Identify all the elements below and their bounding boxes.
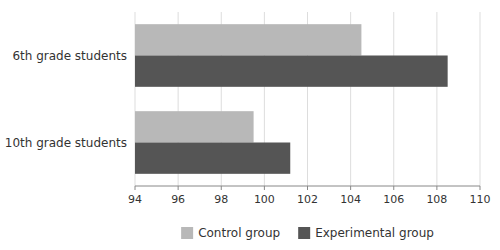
x-axis-line — [135, 186, 480, 187]
tick-mark — [221, 186, 222, 190]
tick-label: 106 — [383, 193, 404, 206]
legend-label: Control group — [198, 226, 280, 240]
tick-mark — [307, 186, 308, 190]
chart-container: 94 96 98 100 102 104 106 108 110 6th grade studen… — [0, 0, 500, 250]
tick-mark — [436, 186, 437, 190]
bar — [135, 24, 361, 55]
tick-mark — [393, 186, 394, 190]
grid-line — [436, 12, 437, 186]
legend: Control group Experimental group — [181, 226, 434, 240]
tick-mark — [480, 186, 481, 190]
chart-svg: 94 96 98 100 102 104 106 108 110 6th grade studen… — [0, 0, 500, 250]
bar — [135, 111, 254, 142]
tick-label: 98 — [214, 193, 228, 206]
legend-swatch — [181, 227, 193, 239]
grid-line — [393, 12, 394, 186]
legend-label: Experimental group — [315, 226, 434, 240]
tick-label: 108 — [426, 193, 447, 206]
tick-mark — [264, 186, 265, 190]
tick-label: 100 — [254, 193, 275, 206]
bars — [135, 24, 448, 174]
tick-mark — [135, 186, 136, 190]
y-labels: 6th grade students 10th grade students — [5, 49, 127, 150]
x-ticks: 94 96 98 100 102 104 106 108 110 — [128, 186, 491, 206]
bar — [135, 143, 290, 174]
tick-label: 96 — [171, 193, 185, 206]
tick-label: 102 — [297, 193, 318, 206]
tick-label: 110 — [470, 193, 491, 206]
tick-mark — [350, 186, 351, 190]
tick-label: 94 — [128, 193, 142, 206]
tick-label: 104 — [340, 193, 361, 206]
tick-mark — [178, 186, 179, 190]
category-label: 6th grade students — [12, 49, 127, 63]
bar — [135, 56, 448, 87]
grid — [135, 12, 480, 186]
grid-line — [480, 12, 481, 186]
legend-swatch — [298, 227, 310, 239]
category-label: 10th grade students — [5, 136, 127, 150]
